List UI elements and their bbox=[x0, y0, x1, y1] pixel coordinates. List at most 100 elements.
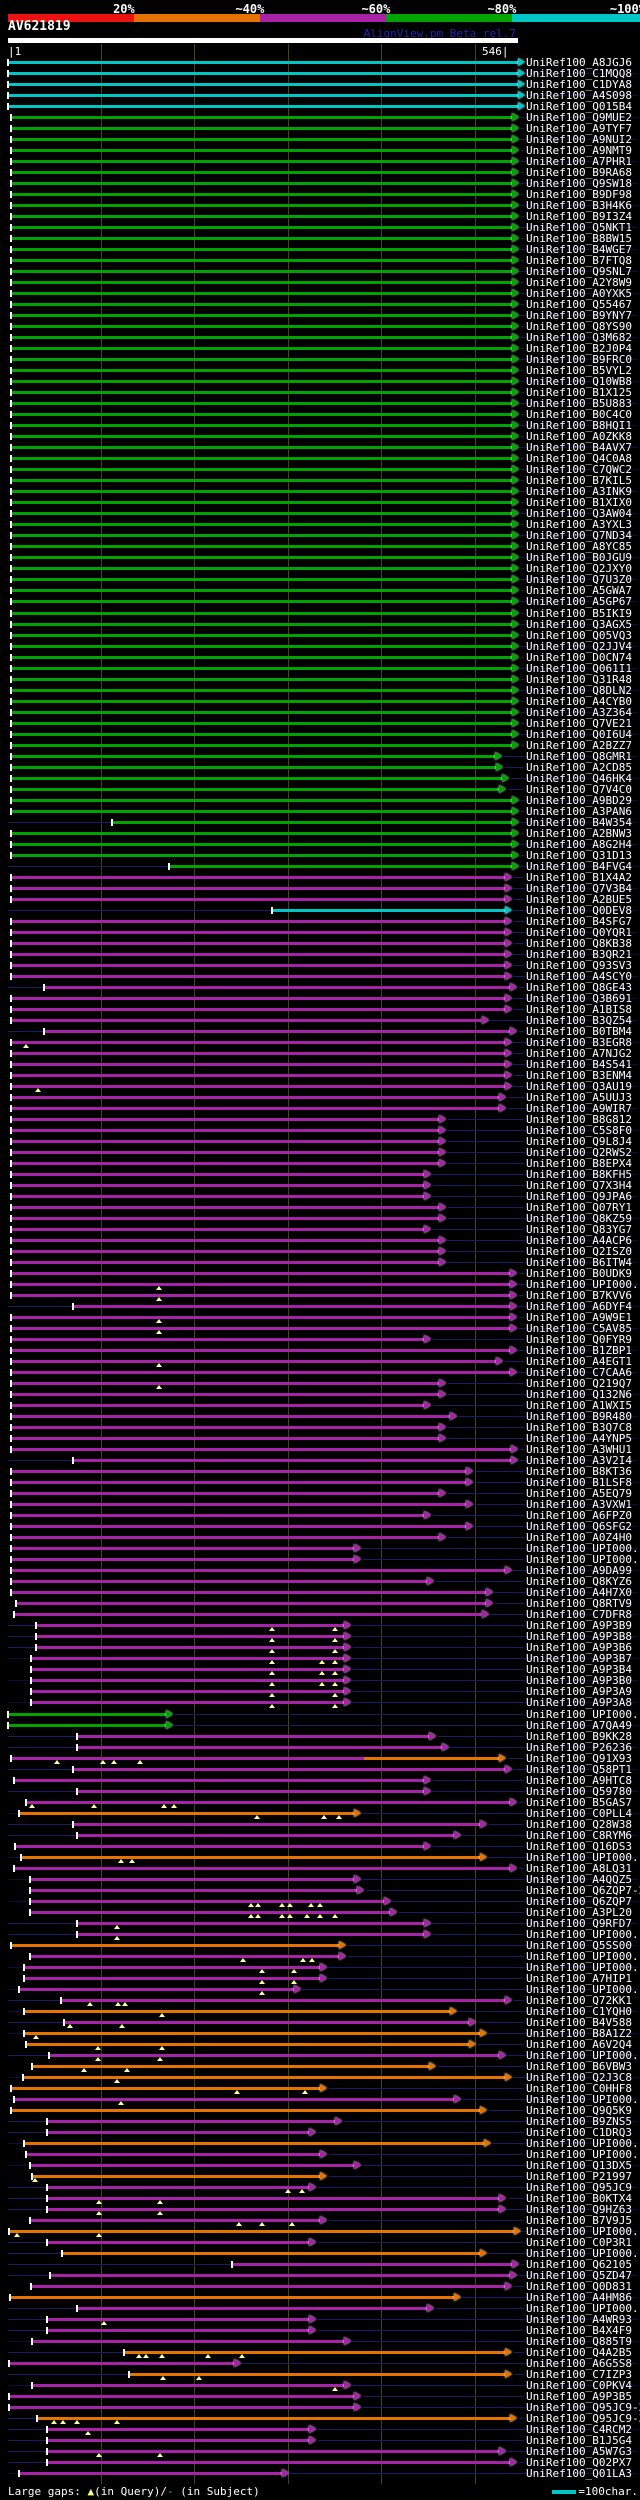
hit-label[interactable]: UniRef100_A9P3B4 bbox=[526, 1663, 632, 1677]
hit-bar[interactable] bbox=[31, 1690, 344, 1694]
hit-label[interactable]: UniRef100_UPI000.. bbox=[526, 1960, 640, 1974]
hit-bar[interactable] bbox=[10, 1294, 510, 1298]
hit-label[interactable]: UniRef100_Q9SNL7 bbox=[526, 265, 632, 279]
hit-bar[interactable] bbox=[10, 1173, 425, 1176]
hit-label[interactable]: UniRef100_A4HM86 bbox=[526, 2291, 632, 2305]
hit-label[interactable]: UniRef100_Q3AU19 bbox=[526, 1079, 632, 1093]
hit-bar[interactable] bbox=[10, 512, 513, 516]
hit-label[interactable]: UniRef100_C1DYA8 bbox=[526, 78, 632, 92]
hit-label[interactable]: UniRef100_C1YQH0 bbox=[526, 2004, 632, 2018]
hit-bar[interactable] bbox=[10, 2086, 320, 2090]
hit-label[interactable]: UniRef100_A4QQZ5 bbox=[526, 1872, 632, 1886]
hit-label[interactable]: UniRef100_C0PKV4 bbox=[526, 2379, 632, 2393]
hit-label[interactable]: UniRef100_A9P3B9 bbox=[526, 1619, 632, 1633]
hit-label[interactable]: UniRef100_Q3AGX5 bbox=[526, 617, 632, 631]
hit-label[interactable]: UniRef100_A4WR93 bbox=[526, 2313, 632, 2327]
hit-label[interactable]: UniRef100_Q8YS90 bbox=[526, 320, 632, 334]
hit-bar[interactable] bbox=[10, 446, 513, 450]
hit-label[interactable]: UniRef100_B1X125 bbox=[526, 386, 632, 400]
hit-bar[interactable] bbox=[47, 2207, 500, 2211]
hit-bar[interactable] bbox=[10, 600, 513, 604]
hit-label[interactable]: UniRef100_UPI000.. bbox=[526, 1542, 640, 1556]
hit-bar[interactable] bbox=[10, 1448, 512, 1452]
hit-bar[interactable] bbox=[10, 644, 513, 648]
hit-bar[interactable] bbox=[8, 61, 518, 64]
hit-label[interactable]: UniRef100_A9BD29 bbox=[526, 793, 632, 807]
hit-bar[interactable] bbox=[10, 1404, 425, 1408]
hit-bar[interactable] bbox=[10, 325, 513, 329]
hit-bar[interactable] bbox=[10, 171, 513, 175]
hit-bar[interactable] bbox=[31, 1657, 344, 1661]
hit-label[interactable]: UniRef100_P26236 bbox=[526, 1740, 632, 1754]
hit-label[interactable]: UniRef100_Q2J3C8 bbox=[526, 2070, 632, 2084]
hit-bar[interactable] bbox=[10, 292, 513, 296]
hit-bar[interactable] bbox=[10, 1195, 425, 1199]
hit-bar[interactable] bbox=[8, 2395, 355, 2399]
hit-bar[interactable] bbox=[22, 2075, 505, 2079]
hit-bar[interactable] bbox=[10, 1503, 466, 1507]
hit-label[interactable]: UniRef100_Q219Q7 bbox=[526, 1377, 632, 1391]
hit-label[interactable]: UniRef100_B3H4K6 bbox=[526, 199, 632, 213]
hit-bar[interactable] bbox=[10, 1481, 466, 1485]
hit-bar[interactable] bbox=[10, 1316, 510, 1320]
hit-label[interactable]: UniRef100_A3VXW1 bbox=[526, 1498, 632, 1512]
hit-label[interactable]: UniRef100_A1WXI5 bbox=[526, 1399, 632, 1413]
hit-bar[interactable] bbox=[10, 1756, 364, 1760]
hit-label[interactable]: UniRef100_Q5ZD47 bbox=[526, 2269, 632, 2282]
hit-bar[interactable] bbox=[10, 204, 513, 208]
hit-bar[interactable] bbox=[49, 2053, 500, 2057]
hit-bar[interactable] bbox=[10, 1239, 440, 1243]
hit-bar[interactable] bbox=[10, 1162, 440, 1165]
hit-bar[interactable] bbox=[10, 237, 513, 241]
hit-bar[interactable] bbox=[47, 2461, 510, 2465]
hit-label[interactable]: UniRef100_C7QWC2 bbox=[526, 463, 632, 477]
hit-label[interactable]: UniRef100_B5IKI9 bbox=[526, 606, 632, 620]
hit-bar[interactable] bbox=[231, 2263, 513, 2266]
hit-bar[interactable] bbox=[47, 2329, 310, 2333]
hit-bar[interactable] bbox=[10, 1062, 505, 1066]
hit-label[interactable]: UniRef100_B5GAS7 bbox=[526, 1795, 632, 1809]
hit-label[interactable]: UniRef100_Q13DX5 bbox=[526, 2158, 632, 2172]
hit-label[interactable]: UniRef100_Q9HZ63 bbox=[526, 2202, 632, 2216]
hit-label[interactable]: UniRef100_Q7V4C0 bbox=[526, 782, 632, 796]
hit-bar[interactable] bbox=[10, 1117, 440, 1121]
hit-label[interactable]: UniRef100_Q55467 bbox=[526, 298, 632, 312]
hit-bar[interactable] bbox=[47, 2428, 310, 2432]
hit-bar[interactable] bbox=[36, 1624, 344, 1628]
hit-label[interactable]: UniRef100_B9FRC0 bbox=[526, 353, 632, 367]
hit-bar[interactable] bbox=[10, 1073, 505, 1077]
hit-bar[interactable] bbox=[13, 1613, 482, 1617]
hit-label[interactable]: UniRef100_B8KFH5 bbox=[526, 1168, 632, 1181]
hit-label[interactable]: UniRef100_UPI000.. bbox=[526, 2302, 640, 2316]
hit-label[interactable]: UniRef100_A9P3A9 bbox=[526, 1685, 632, 1699]
hit-label[interactable]: UniRef100_Q59780 bbox=[526, 1784, 632, 1798]
hit-label[interactable]: UniRef100_B3QZ54 bbox=[526, 1013, 632, 1027]
hit-label[interactable]: UniRef100_Q0DEV8 bbox=[526, 903, 632, 917]
hit-bar[interactable] bbox=[13, 1778, 425, 1782]
hit-label[interactable]: UniRef100_A5GWA7 bbox=[526, 584, 632, 598]
hit-bar[interactable] bbox=[10, 281, 513, 285]
hit-label[interactable]: UniRef100_A2Y8W9 bbox=[526, 276, 632, 290]
hit-label[interactable]: UniRef100_B9KK28 bbox=[526, 1729, 632, 1743]
hit-label[interactable]: UniRef100_B6ITW4 bbox=[526, 1256, 632, 1270]
hit-label[interactable]: UniRef100_A7NJG2 bbox=[526, 1046, 632, 1060]
hit-label[interactable]: UniRef100_Q9RFD7 bbox=[526, 1916, 632, 1930]
hit-bar[interactable] bbox=[10, 1206, 440, 1210]
hit-bar[interactable] bbox=[10, 1470, 466, 1474]
hit-bar[interactable] bbox=[10, 215, 513, 219]
hit-label[interactable]: UniRef100_A8YC85 bbox=[526, 540, 632, 554]
hit-label[interactable]: UniRef100_UPI000.. bbox=[526, 2246, 640, 2260]
hit-label[interactable]: UniRef100_B6VBW3 bbox=[526, 2059, 632, 2073]
hit-bar[interactable] bbox=[10, 677, 513, 681]
hit-bar[interactable] bbox=[10, 1018, 482, 1022]
hit-bar[interactable] bbox=[10, 831, 513, 835]
hit-bar[interactable] bbox=[10, 259, 513, 263]
hit-label[interactable]: UniRef100_A5W7G3 bbox=[526, 2445, 632, 2459]
hit-label[interactable]: UniRef100_Q58PT1 bbox=[526, 1762, 632, 1776]
hit-bar[interactable] bbox=[10, 457, 513, 461]
hit-bar[interactable] bbox=[10, 974, 505, 978]
hit-label[interactable]: UniRef100_B3Q7C8 bbox=[526, 1421, 632, 1435]
hit-bar[interactable] bbox=[10, 2108, 480, 2112]
hit-label[interactable]: UniRef100_A9W9E1 bbox=[526, 1311, 632, 1325]
hit-bar[interactable] bbox=[10, 798, 513, 802]
